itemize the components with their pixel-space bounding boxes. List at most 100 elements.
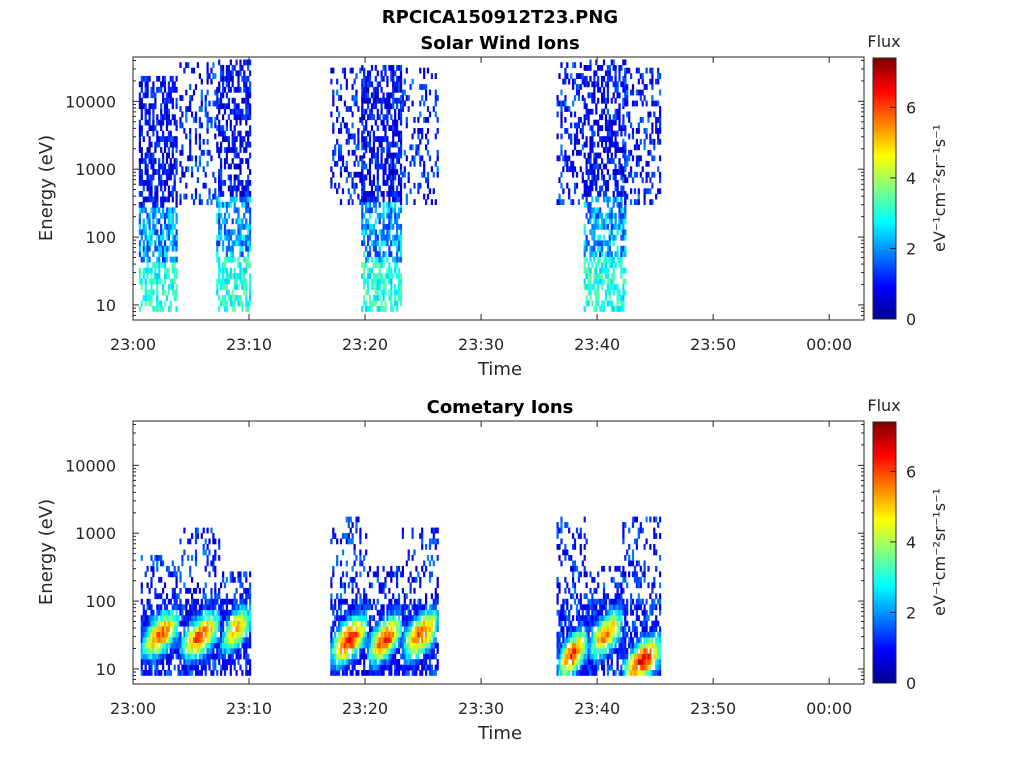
flux-cell <box>436 620 439 627</box>
flux-cell <box>146 653 149 660</box>
flux-cell <box>601 598 604 605</box>
flux-cell <box>626 111 629 118</box>
flux-cell <box>361 229 364 236</box>
flux-cell <box>355 615 358 621</box>
flux-cell <box>206 160 209 167</box>
flux-cell <box>368 81 372 88</box>
flux-cell <box>239 130 242 137</box>
flux-cell <box>163 604 167 611</box>
flux-cell <box>247 59 250 66</box>
flux-cell <box>146 598 149 605</box>
flux-cell <box>587 598 590 605</box>
flux-cell <box>390 158 393 164</box>
flux-cell <box>218 555 221 561</box>
flux-cell <box>390 212 393 219</box>
flux-cell <box>171 185 174 192</box>
flux-cell <box>210 642 213 649</box>
flux-cell <box>175 284 178 290</box>
flux-cell <box>241 637 244 643</box>
flux-cell <box>382 201 385 208</box>
flux-cell <box>386 97 389 104</box>
flux-cell <box>587 65 590 71</box>
flux-cell <box>380 637 383 643</box>
flux-cell <box>345 631 348 638</box>
flux-cell <box>562 188 565 195</box>
flux-cell <box>397 174 401 181</box>
flux-cell <box>365 108 368 115</box>
flux-cell <box>426 637 430 643</box>
flux-cell <box>177 664 180 671</box>
flux-cell <box>405 199 408 205</box>
flux-cell <box>405 670 408 676</box>
flux-cell <box>372 136 375 142</box>
flux-cell <box>223 582 227 589</box>
flux-cell <box>390 631 393 638</box>
flux-cell <box>169 598 172 605</box>
flux-cell <box>150 604 153 611</box>
flux-cell <box>368 234 372 241</box>
flux-cell <box>237 300 240 307</box>
flux-cell <box>336 609 339 616</box>
flux-cell <box>573 587 577 594</box>
flux-cell <box>581 122 584 129</box>
flux-cell <box>171 642 174 649</box>
flux-cell <box>415 149 418 156</box>
flux-cell <box>223 278 227 285</box>
flux-cell <box>142 92 145 99</box>
flux-cell <box>150 141 153 148</box>
flux-cell <box>187 166 190 173</box>
flux-cell <box>390 180 393 186</box>
flux-cell <box>585 571 588 578</box>
flux-cell <box>216 278 219 285</box>
flux-cell <box>235 152 238 159</box>
flux-cell <box>566 166 569 173</box>
flux-cell <box>229 642 232 649</box>
flux-cell <box>191 637 194 643</box>
flux-cell <box>396 664 399 671</box>
flux-cell <box>150 196 153 203</box>
flux-cell <box>372 278 375 285</box>
flux-cell <box>216 86 219 93</box>
flux-cell <box>618 256 621 263</box>
flux-cell <box>577 576 580 583</box>
flux-cell <box>208 117 211 123</box>
flux-cell <box>249 642 252 649</box>
flux-cell <box>361 92 364 99</box>
flux-cell <box>142 136 145 142</box>
flux-cell <box>343 587 346 594</box>
flux-cell <box>556 637 559 643</box>
flux-cell <box>144 108 147 115</box>
flux-cell <box>365 653 368 660</box>
flux-cell <box>189 133 192 140</box>
flux-cell <box>196 626 199 632</box>
flux-cell <box>357 133 360 140</box>
flux-cell <box>618 289 621 296</box>
flux-cell <box>374 648 377 654</box>
flux-cell <box>233 609 236 616</box>
flux-cell <box>336 160 339 167</box>
flux-cell <box>595 251 598 257</box>
flux-cell <box>622 177 625 184</box>
panel-title: Cometary Ions <box>427 397 574 418</box>
flux-cell <box>403 648 406 654</box>
flux-cell <box>235 278 238 285</box>
flux-cell <box>397 565 401 572</box>
flux-cell <box>249 604 252 611</box>
flux-cell <box>345 160 348 167</box>
flux-cell <box>564 100 567 107</box>
flux-cell <box>382 626 385 632</box>
flux-cell <box>227 234 230 241</box>
flux-cell <box>396 262 399 268</box>
flux-cell <box>419 576 422 583</box>
flux-cell <box>394 631 397 638</box>
flux-cell <box>167 670 170 676</box>
flux-cell <box>585 273 588 279</box>
flux-cell <box>245 670 248 676</box>
flux-cell <box>165 174 169 181</box>
flux-cell <box>361 169 364 175</box>
flux-cell <box>601 664 604 671</box>
flux-cell <box>345 84 348 90</box>
flux-cell <box>237 234 240 241</box>
flux-cell <box>419 160 422 167</box>
flux-cell <box>194 193 198 200</box>
